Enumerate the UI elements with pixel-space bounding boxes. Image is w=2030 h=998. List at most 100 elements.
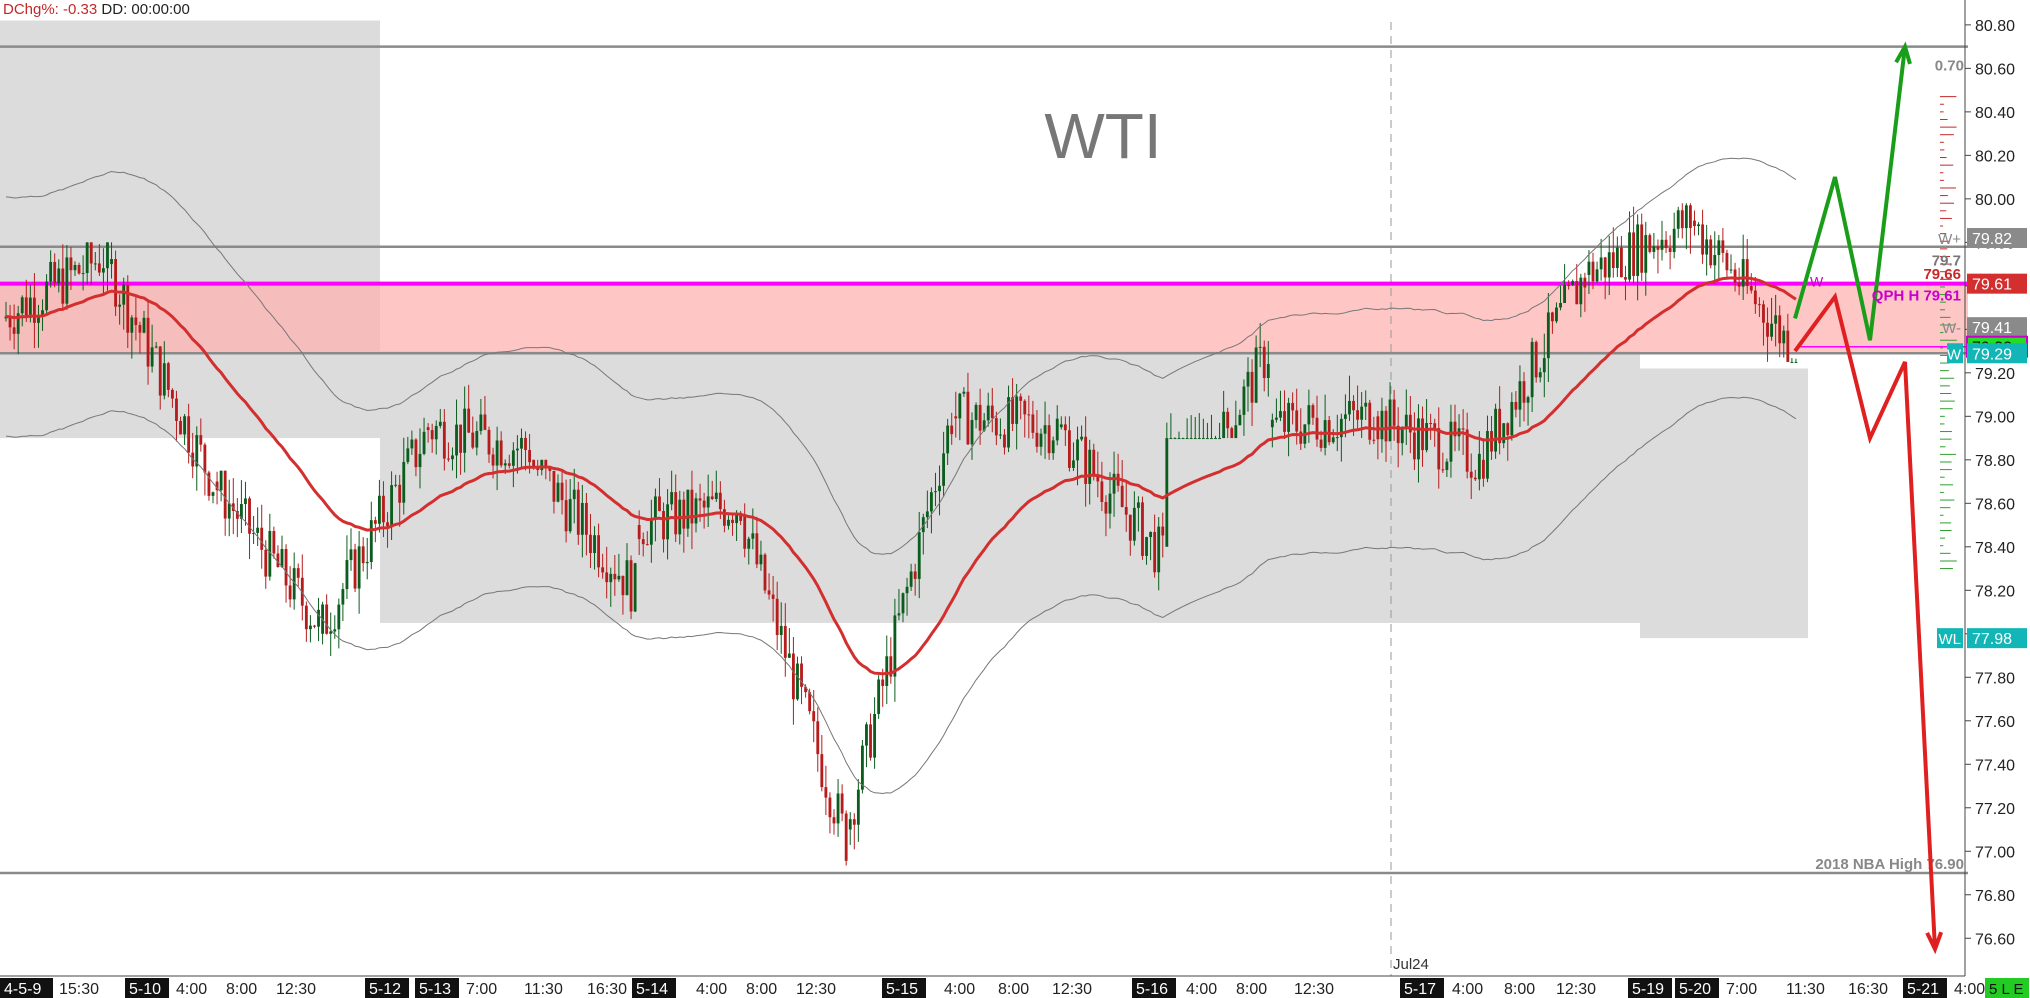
candle-body [1404,414,1408,429]
candle [166,361,170,398]
x-label: 12:30 [1556,981,1596,998]
candle-body [552,470,556,502]
candle [284,544,288,603]
candle [175,390,178,442]
candle [759,540,763,571]
candle [1782,325,1786,358]
green-scenario-arrow-path [1793,46,1907,341]
x-label: 8:00 [746,981,777,998]
candle-body [1185,438,1189,440]
candle-body [1498,408,1502,444]
candle-body [1027,414,1031,416]
candle [235,498,239,538]
candle [1672,212,1676,259]
candle [296,563,300,587]
candle-body [820,754,824,788]
candle-body [763,554,767,591]
candle [589,513,592,568]
candle-body [308,625,312,630]
candle-body [1579,277,1583,305]
candle [962,387,966,397]
candle [317,597,320,642]
candle-body [796,663,799,700]
candle-body [755,533,759,565]
candle-body [463,408,467,453]
candle [459,424,463,475]
candle [1660,220,1664,261]
x-label-text: 5-21 [1907,981,1939,998]
candle [260,504,264,569]
candle [1327,415,1331,446]
candle-body [710,496,714,500]
candle-body [739,512,743,521]
candle-body [1023,400,1027,415]
candle [1149,531,1153,561]
candle-body [1615,247,1619,268]
candle-body [390,485,394,527]
candle-body [65,257,69,304]
candle [390,471,394,541]
candle [1392,389,1396,441]
price-tag-text: 79.66 [1923,266,1961,283]
candle [227,479,231,537]
candle [1774,294,1778,347]
candle-body [1100,481,1104,502]
candle-body [1546,312,1550,359]
candle-body [495,440,499,466]
x-label: 5 L E [1985,978,2029,998]
candle [1563,264,1567,304]
candle [1559,285,1562,311]
candle-body [110,259,113,265]
x-label: 16:30 [587,981,627,998]
candle [1088,439,1092,505]
candle-body [1384,410,1388,442]
range-boxes [0,20,1808,639]
candle-body [1709,239,1713,266]
y-tick-label: 80.20 [1975,148,2015,165]
x-label-bg [1985,978,2029,998]
candle-body [873,713,877,758]
candle [1205,422,1209,440]
x-label-bg [1903,978,1947,998]
candle-body [597,535,601,568]
candle-body [1437,428,1441,470]
price-tag: 79.41 W- [1942,317,2027,338]
candle-body [1619,247,1623,278]
candle [1104,495,1108,537]
y-tick-label: 77.80 [1975,670,2015,687]
candle-body [1514,401,1518,410]
candle [1668,235,1672,270]
candle-body [520,437,523,449]
candle [16,305,20,355]
candle [1299,408,1303,450]
candle [256,507,260,547]
price-tag: 79.82 W+ [1938,227,2027,248]
candle [1729,254,1733,274]
candle [1607,235,1611,296]
candle [921,513,925,555]
candle [321,601,325,645]
candle [1583,272,1587,312]
candle-body [601,567,605,573]
candle-body [759,554,763,565]
candle [593,526,596,570]
price-tag-text: 77.98 [1972,631,2012,648]
candle [779,602,783,654]
x-label: 5-14 [632,978,676,998]
candle-body [812,711,816,722]
candle-body [203,444,207,473]
candle [946,418,950,465]
candle-body [589,534,592,554]
candle-body [414,439,418,468]
candle [986,392,990,427]
candle-body [138,325,142,333]
candle [1697,222,1700,236]
candle-body [162,363,166,396]
candle-body [1534,341,1538,378]
candle [349,528,353,571]
candle [353,543,357,593]
candle-body [353,549,357,589]
candle [674,474,678,543]
candle [731,512,734,536]
